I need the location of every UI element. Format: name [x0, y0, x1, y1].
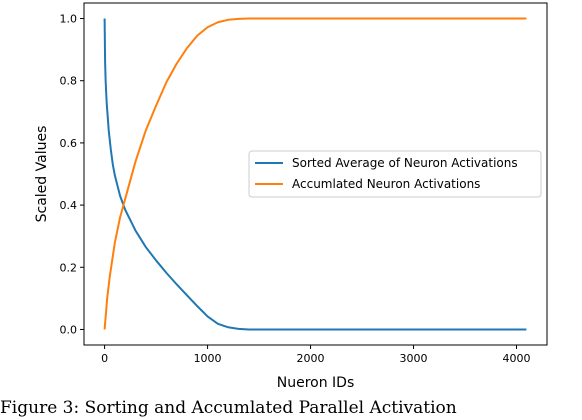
legend-label-accumulated: Accumlated Neuron Activations — [292, 177, 480, 191]
series-lines — [103, 17, 527, 331]
y-tick-label: 1.0 — [60, 13, 78, 26]
x-tick-label: 0 — [101, 352, 108, 365]
legend-label-sorted-average: Sorted Average of Neuron Activations — [292, 156, 518, 170]
y-tick-label: 0.8 — [60, 75, 78, 88]
accumulated-line — [103, 17, 527, 330]
y-tick-label: 0.4 — [60, 199, 78, 212]
x-tick-label: 4000 — [503, 352, 531, 365]
sorted-average-line — [103, 18, 527, 331]
figure-caption: Figure 3: Sorting and Accumlated Paralle… — [0, 398, 457, 418]
x-axis-ticks: 0 1000 2000 3000 4000 — [101, 345, 531, 365]
x-tick-label: 3000 — [400, 352, 428, 365]
x-axis-label: Nueron IDs — [277, 375, 355, 391]
y-tick-label: 0.2 — [60, 261, 78, 274]
y-axis-ticks: 0.0 0.2 0.4 0.6 0.8 1.0 — [60, 13, 84, 336]
y-tick-label: 0.0 — [60, 323, 78, 336]
y-axis-label: Scaled Values — [34, 126, 50, 223]
x-tick-label: 2000 — [297, 352, 325, 365]
line-chart: 0 1000 2000 3000 4000 0.0 0.2 0.4 0.6 0.8 1.0 Nue… — [34, 2, 548, 391]
legend: Sorted Average of Neuron Activations Acc… — [248, 150, 542, 198]
x-tick-label: 1000 — [194, 352, 222, 365]
y-tick-label: 0.6 — [60, 137, 78, 150]
legend-box — [248, 150, 542, 198]
